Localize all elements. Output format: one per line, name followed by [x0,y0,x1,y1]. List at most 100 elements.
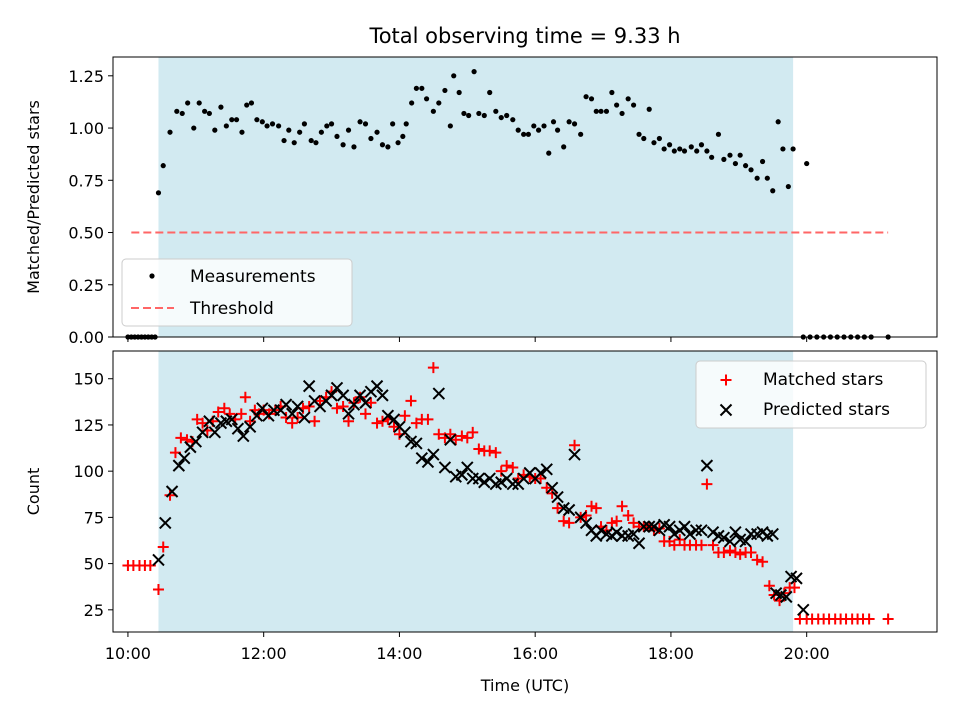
predicted-star-point [551,490,564,504]
measurement-point [430,108,436,114]
measurement-point [218,104,224,110]
matched-star-point [535,473,547,485]
measurement-point [368,135,374,142]
measurement-point [677,146,683,152]
measurement-point [841,334,847,340]
matched-star-point [701,478,713,490]
xtick-label: 12:00 [241,644,287,663]
measurement-point [345,127,352,133]
measurement-point [191,125,197,131]
measurement-point [625,96,631,102]
measurement-point [487,89,493,96]
measurement-point [334,133,340,140]
measurement-point [212,127,218,133]
predicted-star-point [478,476,491,489]
matched-star-point [546,487,558,499]
measurement-point [694,148,700,154]
matched-star-point [456,430,468,442]
matched-star-point [371,417,383,429]
measurement-point [754,175,760,181]
measurement-point [578,131,584,137]
matched-star-point [778,587,790,599]
matched-star-point [405,395,417,407]
predicted-star-point [632,537,646,550]
measurement-point [259,119,265,125]
measurement-point [436,100,442,106]
predicted-star-point [540,463,553,476]
matched-star-point [212,406,224,418]
measurement-point [593,108,599,114]
measurement-point [671,148,677,154]
measurement-point [535,127,542,133]
measurement-point [152,334,158,340]
predicted-star-point [325,389,338,402]
predicted-star-point [700,459,714,472]
measurement-point [340,142,346,148]
matched-star-point [433,428,445,440]
measurement-point [603,108,610,114]
matched-star-point [724,545,736,557]
predicted-star-point [279,398,293,411]
predicted-star-point [250,409,264,422]
measurement-point [264,123,270,129]
measurement-point [155,190,162,196]
measurement-point [318,129,324,135]
measurement-point [721,156,727,162]
legend-label-threshold: Threshold [189,299,274,319]
measurement-point [510,117,516,123]
matched-star-point [563,517,575,529]
predicted-star-point [594,524,608,537]
measurement-point [461,110,467,117]
predicted-star-point [568,448,581,461]
measurement-point [834,334,840,340]
top-ytick-label: 0.00 [68,328,104,347]
matched-star-point [348,397,360,409]
measurement-point [276,123,282,129]
bottom-ytick-label: 75 [84,508,104,527]
matched-star-point [882,613,894,625]
predicted-star-point [370,379,384,393]
predicted-star-point [506,477,519,491]
measurement-point [541,123,547,129]
measurement-point [588,96,595,102]
measurement-point [848,334,854,340]
measurement-point [780,146,786,152]
measurement-point [571,121,578,127]
top-panel: 0.00 0.25 0.50 0.75 1.00 1.25 Matched/Predicte… [24,56,938,347]
matched-star-point [239,391,251,403]
matched-star-point [541,482,553,494]
measurement-point [202,108,208,114]
predicted-star-point [455,468,469,482]
measurement-point [413,85,420,91]
matched-star-point [622,510,634,522]
predicted-star-point [461,461,474,474]
measurement-point [160,163,166,169]
measurement-point [324,123,330,129]
predicted-star-point [534,466,547,480]
measurement-point [521,131,527,137]
bottom-legend: Matched stars Predicted stars [695,360,927,429]
measurement-point [206,110,212,117]
matched-star-point [175,432,187,444]
predicted-star-point [729,525,742,539]
measurement-point [827,334,834,340]
measurement-point [395,140,401,146]
measurement-point [646,106,652,112]
predicted-star-point [438,461,452,474]
predicted-star-point [243,420,257,434]
predicted-star-point [172,459,186,472]
matched-star-point [314,395,326,407]
predicted-star-point [689,524,703,537]
measurement-point [885,334,891,340]
top-legend: Measurements Threshold [121,258,353,327]
predicted-star-point [387,413,401,426]
bottom-ytick-label: 125 [73,416,104,435]
predicted-star-point [347,398,361,411]
measurement-point [400,133,406,140]
predicted-star-point [545,481,559,495]
measurement-point [554,127,561,133]
measurement-point [583,94,589,100]
measurement-point [423,96,430,102]
legend-label-matched: Matched stars [763,370,883,390]
predicted-star-point [647,520,661,533]
